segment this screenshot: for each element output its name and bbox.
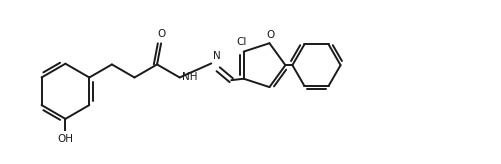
Text: OH: OH [57, 134, 73, 144]
Text: O: O [157, 29, 165, 39]
Text: O: O [267, 30, 275, 40]
Text: N: N [212, 51, 220, 62]
Text: NH: NH [182, 72, 197, 82]
Text: Cl: Cl [235, 37, 246, 47]
